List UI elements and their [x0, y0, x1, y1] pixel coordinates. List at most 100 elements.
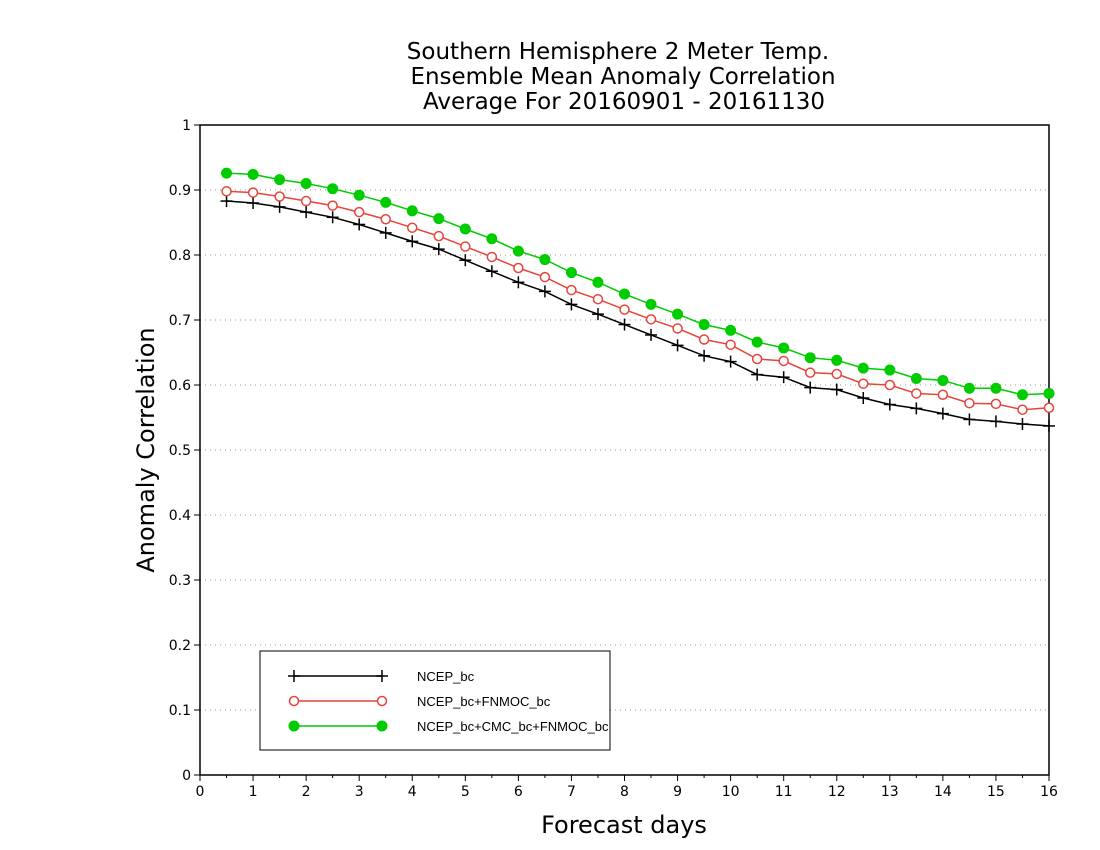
- data-point-plus: [353, 218, 366, 231]
- data-point-open-circle: [513, 262, 524, 274]
- x-tick-label: 8: [620, 784, 629, 800]
- data-point-open-circle: [376, 695, 388, 707]
- data-point-plus: [989, 415, 1002, 428]
- data-point-plus: [591, 308, 604, 321]
- data-point-open-circle: [964, 397, 975, 409]
- data-point-filled-circle: [274, 174, 286, 186]
- series-ncep-bc: [220, 195, 1055, 432]
- x-tick-label: 10: [722, 784, 740, 800]
- data-point-plus: [459, 254, 472, 267]
- data-point-open-circle: [778, 355, 789, 367]
- legend-label: NCEP_bc: [417, 669, 475, 684]
- data-point-open-circle: [937, 389, 949, 400]
- data-point-filled-circle: [380, 196, 392, 208]
- data-point-open-circle: [288, 695, 300, 707]
- title-line-3: Average For 20160901 - 20161130: [423, 89, 825, 115]
- data-point-filled-circle: [539, 254, 551, 266]
- data-point-open-circle: [804, 367, 816, 378]
- data-point-filled-circle: [778, 342, 790, 354]
- data-point-open-circle: [539, 271, 551, 283]
- data-point-plus: [936, 407, 949, 420]
- x-tick-label: 16: [1040, 784, 1058, 800]
- data-point-plus: [485, 265, 498, 278]
- data-point-open-circle: [407, 222, 418, 233]
- data-point-plus: [300, 206, 313, 219]
- data-point-open-circle: [911, 388, 922, 399]
- data-point-filled-circle: [804, 352, 816, 364]
- series-layer: [220, 167, 1055, 432]
- data-point-open-circle: [1017, 404, 1028, 415]
- data-point-filled-circle: [353, 189, 365, 201]
- data-point-plus: [963, 413, 976, 426]
- data-point-open-circle: [327, 200, 338, 211]
- y-tick-label: 0.5: [169, 443, 191, 459]
- data-point-plus: [1016, 418, 1029, 430]
- y-axis-label: Anomaly Correlation: [132, 327, 160, 572]
- data-point-open-circle: [858, 378, 869, 389]
- data-point-open-circle: [460, 241, 471, 252]
- data-point-filled-circle: [1043, 387, 1055, 399]
- x-tick-label: 6: [514, 784, 523, 800]
- data-point-open-circle: [751, 353, 763, 365]
- data-point-filled-circle: [247, 168, 259, 180]
- x-tick-label: 4: [408, 784, 417, 800]
- legend-label: NCEP_bc+FNMOC_bc: [417, 694, 551, 709]
- data-point-open-circle: [353, 206, 365, 218]
- x-tick-label: 2: [302, 784, 311, 800]
- data-point-plus: [698, 349, 711, 362]
- data-point-filled-circle: [376, 720, 388, 732]
- legend-items: NCEP_bc NCEP_bc+FNMOC_bc NCEP_bc+CMC_bc+FN…: [288, 669, 609, 734]
- x-tick-label: 15: [987, 784, 1005, 800]
- data-point-filled-circle: [831, 354, 843, 366]
- data-point-open-circle: [433, 230, 445, 242]
- data-point-filled-circle: [288, 720, 300, 732]
- data-point-open-circle: [990, 398, 1002, 410]
- data-point-open-circle: [274, 191, 285, 202]
- data-point-filled-circle: [486, 233, 498, 245]
- x-tick-label: 5: [461, 784, 470, 800]
- data-point-filled-circle: [565, 267, 577, 279]
- data-point-filled-circle: [698, 319, 710, 331]
- data-point-filled-circle: [433, 213, 445, 225]
- data-point-filled-circle: [990, 382, 1002, 394]
- data-point-plus: [830, 383, 843, 396]
- x-axis-ticks: 0 1 2 3 4 5 6 7 8 9 10 11 12 13 14 15 16: [196, 775, 1058, 800]
- data-point-plus: [288, 670, 300, 682]
- data-point-filled-circle: [1016, 389, 1028, 401]
- data-point-open-circle: [698, 334, 710, 345]
- data-point-plus: [724, 355, 737, 368]
- y-tick-label: 0.2: [169, 638, 191, 654]
- y-tick-label: 0.8: [169, 248, 191, 264]
- data-point-open-circle: [672, 323, 683, 334]
- y-tick-label: 0.1: [169, 703, 191, 719]
- data-point-plus: [910, 402, 923, 415]
- data-point-open-circle: [592, 293, 604, 305]
- data-point-open-circle: [380, 214, 391, 225]
- data-point-plus: [220, 195, 233, 208]
- title-line-1: Southern Hemisphere 2 Meter Temp.: [407, 39, 829, 65]
- x-tick-label: 11: [775, 784, 793, 800]
- data-point-filled-circle: [512, 245, 524, 257]
- data-point-plus: [432, 243, 445, 256]
- data-point-plus: [379, 226, 392, 239]
- data-point-plus: [751, 368, 764, 381]
- data-point-filled-circle: [884, 364, 896, 376]
- data-point-filled-circle: [910, 373, 922, 384]
- x-tick-label: 12: [828, 784, 846, 800]
- data-point-plus: [883, 398, 896, 411]
- data-point-open-circle: [831, 368, 842, 380]
- data-point-filled-circle: [592, 276, 604, 288]
- data-point-filled-circle: [751, 336, 763, 348]
- data-point-plus: [645, 328, 658, 341]
- y-tick-label: 0.7: [169, 313, 191, 329]
- legend: NCEP_bc NCEP_bc+FNMOC_bc NCEP_bc+CMC_bc+FN…: [259, 650, 611, 751]
- x-tick-label: 1: [249, 784, 258, 800]
- x-tick-label: 0: [196, 784, 205, 800]
- series-line: [226, 190, 1050, 411]
- data-point-plus: [1043, 419, 1055, 432]
- data-point-filled-circle: [645, 298, 657, 310]
- x-tick-label: 13: [881, 784, 899, 800]
- data-point-filled-circle: [619, 288, 630, 300]
- y-tick-label: 0.6: [169, 378, 191, 394]
